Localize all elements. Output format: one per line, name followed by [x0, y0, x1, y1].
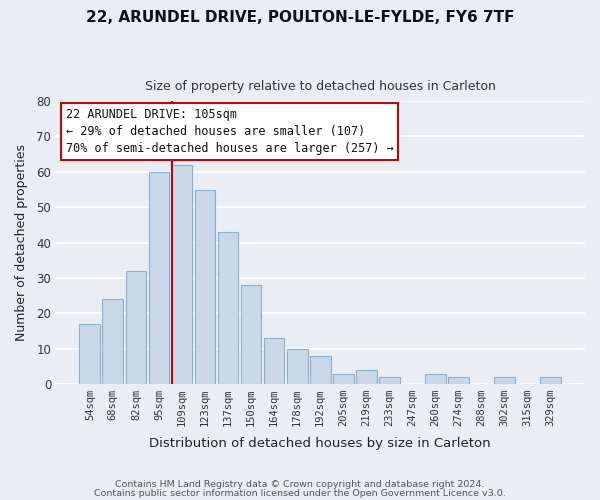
Bar	[379, 377, 400, 384]
Bar	[125, 271, 146, 384]
X-axis label: Distribution of detached houses by size in Carleton: Distribution of detached houses by size …	[149, 437, 491, 450]
Text: 22, ARUNDEL DRIVE, POULTON-LE-FYLDE, FY6 7TF: 22, ARUNDEL DRIVE, POULTON-LE-FYLDE, FY6…	[86, 10, 514, 25]
Bar	[310, 356, 331, 384]
Bar	[540, 377, 561, 384]
Bar	[241, 285, 262, 384]
Bar	[79, 324, 100, 384]
Text: Contains HM Land Registry data © Crown copyright and database right 2024.: Contains HM Land Registry data © Crown c…	[115, 480, 485, 489]
Y-axis label: Number of detached properties: Number of detached properties	[15, 144, 28, 341]
Bar	[264, 338, 284, 384]
Bar	[448, 377, 469, 384]
Bar	[356, 370, 377, 384]
Bar	[172, 165, 193, 384]
Text: 22 ARUNDEL DRIVE: 105sqm
← 29% of detached houses are smaller (107)
70% of semi-: 22 ARUNDEL DRIVE: 105sqm ← 29% of detach…	[66, 108, 394, 155]
Bar	[103, 300, 123, 384]
Bar	[333, 374, 353, 384]
Text: Contains public sector information licensed under the Open Government Licence v3: Contains public sector information licen…	[94, 490, 506, 498]
Bar	[218, 232, 238, 384]
Title: Size of property relative to detached houses in Carleton: Size of property relative to detached ho…	[145, 80, 496, 93]
Bar	[425, 374, 446, 384]
Bar	[287, 349, 308, 384]
Bar	[494, 377, 515, 384]
Bar	[194, 190, 215, 384]
Bar	[149, 172, 169, 384]
